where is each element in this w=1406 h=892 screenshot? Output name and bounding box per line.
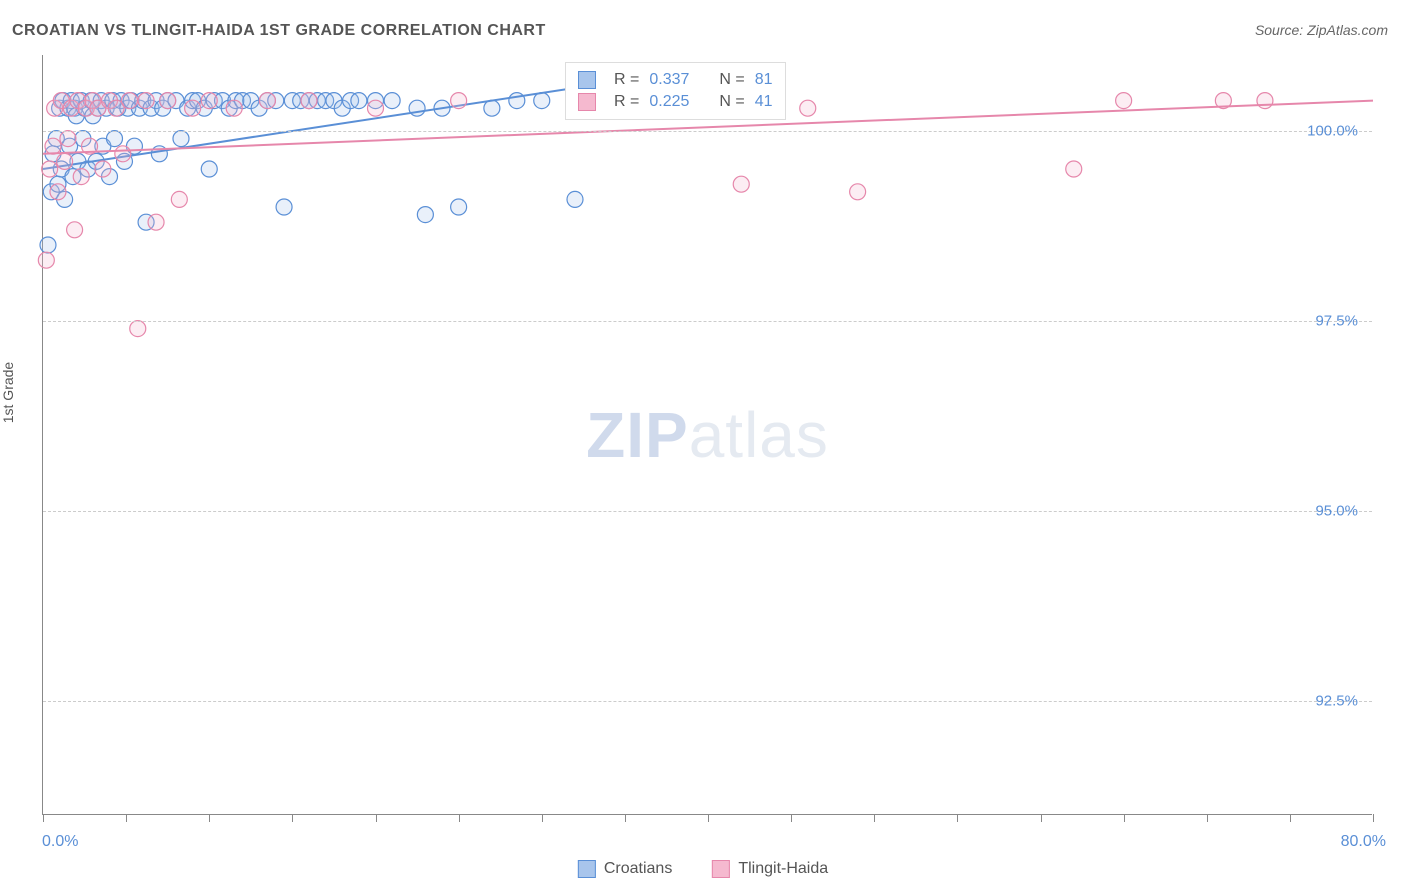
chart-title: CROATIAN VS TLINGIT-HAIDA 1ST GRADE CORR…: [12, 22, 546, 40]
data-point: [201, 93, 217, 109]
y-tick-label: 97.5%: [1315, 313, 1358, 330]
gridline: [43, 321, 1372, 322]
data-point: [1116, 93, 1132, 109]
stats-legend-row: R = 0.225 N = 41: [578, 91, 773, 113]
data-point: [534, 93, 550, 109]
n-value: 81: [755, 71, 773, 89]
x-tick: [542, 814, 543, 822]
stats-legend-box: R = 0.337 N = 81 R = 0.225 N = 41: [565, 62, 786, 120]
n-value: 41: [755, 93, 773, 111]
legend-bottom: Croatians Tlingit-Haida: [578, 860, 828, 878]
x-tick: [126, 814, 127, 822]
x-tick: [791, 814, 792, 822]
data-point: [1066, 161, 1082, 177]
data-point: [160, 93, 176, 109]
data-point: [138, 93, 154, 109]
x-tick: [1124, 814, 1125, 822]
r-value: 0.225: [649, 93, 689, 111]
legend-swatch: [578, 93, 596, 111]
x-tick: [1041, 814, 1042, 822]
legend-swatch: [712, 860, 730, 878]
data-point: [451, 93, 467, 109]
data-point: [106, 131, 122, 147]
data-point: [115, 146, 131, 162]
data-point: [276, 199, 292, 215]
data-point: [733, 176, 749, 192]
data-point: [484, 100, 500, 116]
data-point: [73, 169, 89, 185]
r-label: R =: [614, 93, 639, 111]
y-tick-label: 92.5%: [1315, 693, 1358, 710]
legend-swatch: [578, 860, 596, 878]
x-tick: [209, 814, 210, 822]
data-point: [40, 237, 56, 253]
data-point: [351, 93, 367, 109]
data-point: [42, 161, 58, 177]
data-point: [201, 161, 217, 177]
data-point: [95, 161, 111, 177]
data-point: [171, 191, 187, 207]
data-point: [130, 321, 146, 337]
data-point: [368, 100, 384, 116]
data-point: [121, 93, 137, 109]
x-tick: [292, 814, 293, 822]
x-tick: [957, 814, 958, 822]
y-axis-title: 1st Grade: [0, 362, 16, 423]
gridline: [43, 701, 1372, 702]
x-tick: [708, 814, 709, 822]
source-label: Source: ZipAtlas.com: [1255, 22, 1388, 38]
data-point: [173, 131, 189, 147]
legend-swatch: [578, 71, 596, 89]
legend-label: Tlingit-Haida: [738, 860, 828, 877]
data-point: [301, 93, 317, 109]
gridline: [43, 511, 1372, 512]
x-tick: [376, 814, 377, 822]
data-point: [185, 100, 201, 116]
x-axis-label-min: 0.0%: [42, 833, 78, 851]
data-point: [451, 199, 467, 215]
legend-item: Croatians: [578, 860, 672, 878]
r-value: 0.337: [649, 71, 689, 89]
x-tick: [1290, 814, 1291, 822]
data-point: [50, 184, 66, 200]
x-tick: [1373, 814, 1374, 822]
data-point: [45, 138, 61, 154]
data-point: [850, 184, 866, 200]
data-point: [60, 131, 76, 147]
data-point: [67, 222, 83, 238]
data-point: [148, 214, 164, 230]
data-point: [800, 100, 816, 116]
legend-label: Croatians: [604, 860, 672, 877]
data-point: [384, 93, 400, 109]
data-point: [226, 100, 242, 116]
data-point: [38, 252, 54, 268]
x-tick: [874, 814, 875, 822]
data-point: [417, 207, 433, 223]
x-axis-label-max: 80.0%: [1341, 833, 1386, 851]
data-point: [1257, 93, 1273, 109]
data-point: [567, 191, 583, 207]
x-tick: [1207, 814, 1208, 822]
data-point: [259, 93, 275, 109]
data-point: [57, 153, 73, 169]
n-label: N =: [719, 93, 744, 111]
stats-legend-row: R = 0.337 N = 81: [578, 69, 773, 91]
x-tick: [43, 814, 44, 822]
plot-area: ZIPatlas 92.5%95.0%97.5%100.0%: [42, 55, 1372, 815]
y-tick-label: 95.0%: [1315, 503, 1358, 520]
n-label: N =: [719, 71, 744, 89]
legend-item: Tlingit-Haida: [712, 860, 828, 878]
y-tick-label: 100.0%: [1307, 123, 1358, 140]
gridline: [43, 131, 1372, 132]
x-tick: [459, 814, 460, 822]
x-tick: [625, 814, 626, 822]
r-label: R =: [614, 71, 639, 89]
